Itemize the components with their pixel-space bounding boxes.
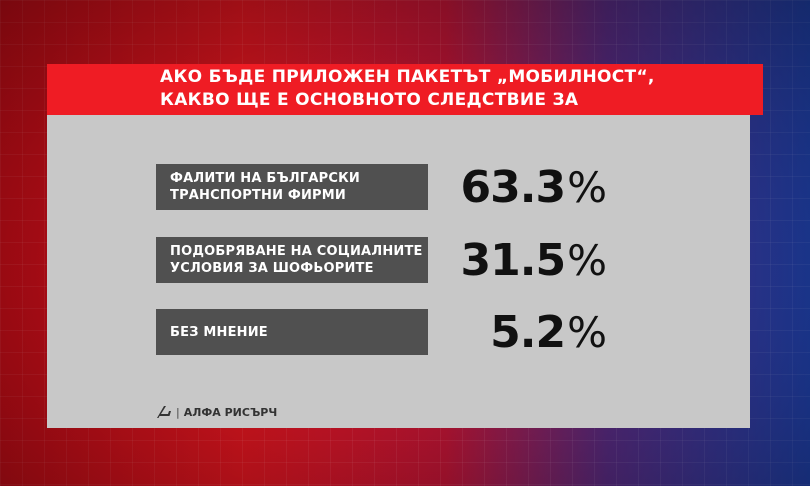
percent-sign: % — [567, 162, 607, 212]
row-value-2: 31.5% — [440, 232, 607, 288]
brand-name: АЛФА РИСЪРЧ — [183, 405, 278, 419]
alpha-research-logo-icon — [157, 406, 171, 418]
title-bar — [47, 64, 763, 115]
brand-footer: | АЛФА РИСЪРЧ — [156, 404, 277, 420]
row-label-3: БЕЗ МНЕНИЕ — [156, 309, 428, 355]
row-label-1: ФАЛИТИ НА БЪЛГАРСКИ ТРАНСПОРТНИ ФИРМИ — [156, 164, 428, 210]
row-value-number-3: 5.2 — [490, 306, 566, 358]
brand-separator: | — [176, 405, 180, 419]
row-label-2: ПОДОБРЯВАНЕ НА СОЦИАЛНИТЕ УСЛОВИЯ ЗА ШОФ… — [156, 237, 428, 283]
percent-sign: % — [567, 307, 607, 357]
row-value-number-2: 31.5 — [460, 234, 567, 286]
row-value-3: 5.2% — [440, 304, 607, 360]
row-value-1: 63.3% — [440, 159, 607, 215]
row-value-number-1: 63.3 — [460, 161, 567, 213]
percent-sign: % — [567, 235, 607, 285]
